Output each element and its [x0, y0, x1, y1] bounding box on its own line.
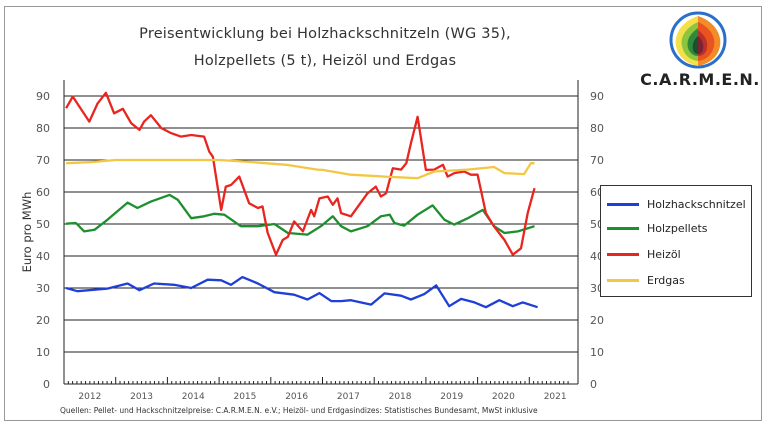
y-tick-label-left: 30 [36, 282, 50, 295]
y-tick-label-right: 0 [590, 378, 597, 391]
legend-item: Erdgas [607, 274, 685, 287]
x-tick-label: 2014 [182, 392, 205, 402]
y-tick-label-left: 90 [36, 90, 50, 103]
legend-item: Holzhackschnitzel [607, 198, 746, 211]
y-tick-label-left: 40 [36, 250, 50, 263]
legend-label: Heizöl [647, 248, 681, 261]
y-tick-label-left: 20 [36, 314, 50, 327]
x-tick-label: 2015 [233, 392, 256, 402]
y-tick-label-right: 80 [590, 122, 604, 135]
series-line-holzhackschnitzel [65, 275, 538, 309]
chart-title-line1: Preisentwicklung bei Holzhackschnitzeln … [139, 26, 511, 42]
y-tick-label-right: 70 [590, 154, 604, 167]
x-tick-label: 2021 [544, 392, 567, 402]
x-tick-label: 2013 [130, 392, 153, 402]
legend-swatch [607, 253, 639, 256]
legend-item: Heizöl [607, 248, 681, 261]
x-tick-label: 2019 [440, 392, 463, 402]
x-tick-label: 2018 [389, 392, 412, 402]
legend: Holzhackschnitzel Holzpellets Heizöl Erdgas [600, 185, 752, 297]
x-tick-label: 2020 [492, 392, 515, 402]
series-line-holzpellets [66, 193, 535, 236]
legend-swatch [607, 279, 639, 282]
source-note: Quellen: Pellet- und Hackschnitzelpreise… [60, 406, 538, 415]
y-tick-label-right: 10 [590, 346, 604, 359]
chart-title-line2: Holzpellets (5 t), Heizöl und Erdgas [193, 53, 457, 69]
legend-swatch [607, 203, 639, 206]
series-line-heizl [65, 91, 536, 256]
legend-swatch [607, 227, 639, 230]
y-tick-label-left: 10 [36, 346, 50, 359]
chart-frame [4, 6, 762, 421]
x-tick-label: 2017 [337, 392, 360, 402]
y-tick-label-left: 60 [36, 186, 50, 199]
legend-label: Holzhackschnitzel [647, 198, 746, 211]
y-tick-label-right: 90 [590, 90, 604, 103]
y-tick-label-left: 80 [36, 122, 50, 135]
y-tick-label-left: 70 [36, 154, 50, 167]
y-tick-label-left: 50 [36, 218, 50, 231]
carmen-logo-icon [669, 11, 727, 69]
y-tick-label-right: 20 [590, 314, 604, 327]
carmen-logo: C.A.R.M.E.N. [640, 8, 760, 98]
y-tick-label-left: 0 [43, 378, 50, 391]
y-axis-label: Euro pro MWh [20, 192, 34, 273]
logo-text: C.A.R.M.E.N. [640, 70, 760, 89]
x-tick-label: 2012 [78, 392, 101, 402]
x-tick-label: 2016 [285, 392, 308, 402]
legend-label: Erdgas [647, 274, 685, 287]
series-line-erdgas [66, 158, 535, 180]
legend-label: Holzpellets [647, 222, 708, 235]
legend-item: Holzpellets [607, 222, 708, 235]
